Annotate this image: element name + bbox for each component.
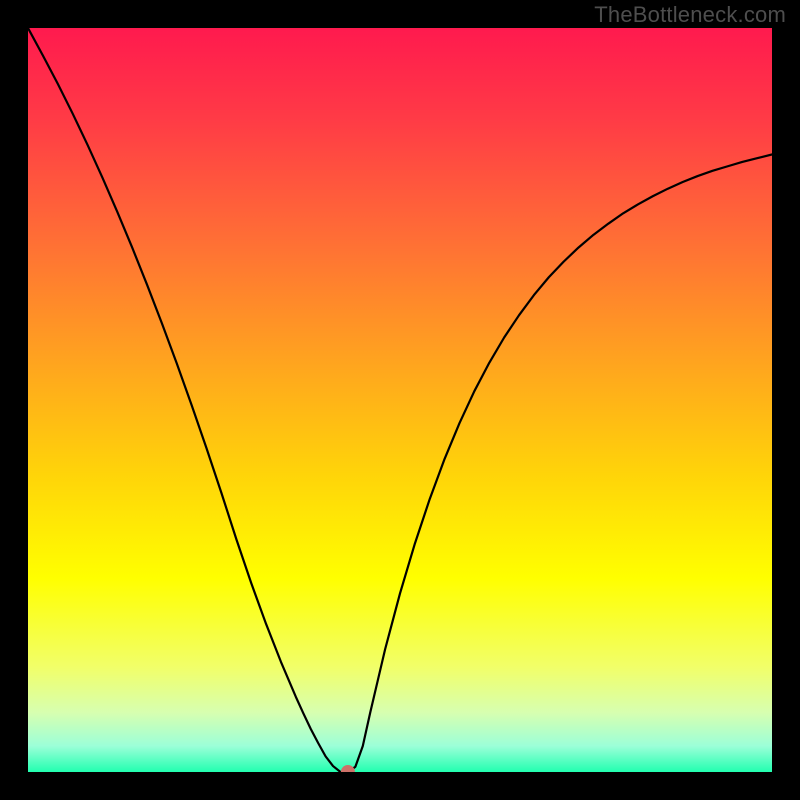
watermark-text: TheBottleneck.com (594, 2, 786, 28)
chart-container: TheBottleneck.com (0, 0, 800, 800)
plot-area (28, 28, 772, 772)
plot-svg (28, 28, 772, 772)
plot-background (28, 28, 772, 772)
